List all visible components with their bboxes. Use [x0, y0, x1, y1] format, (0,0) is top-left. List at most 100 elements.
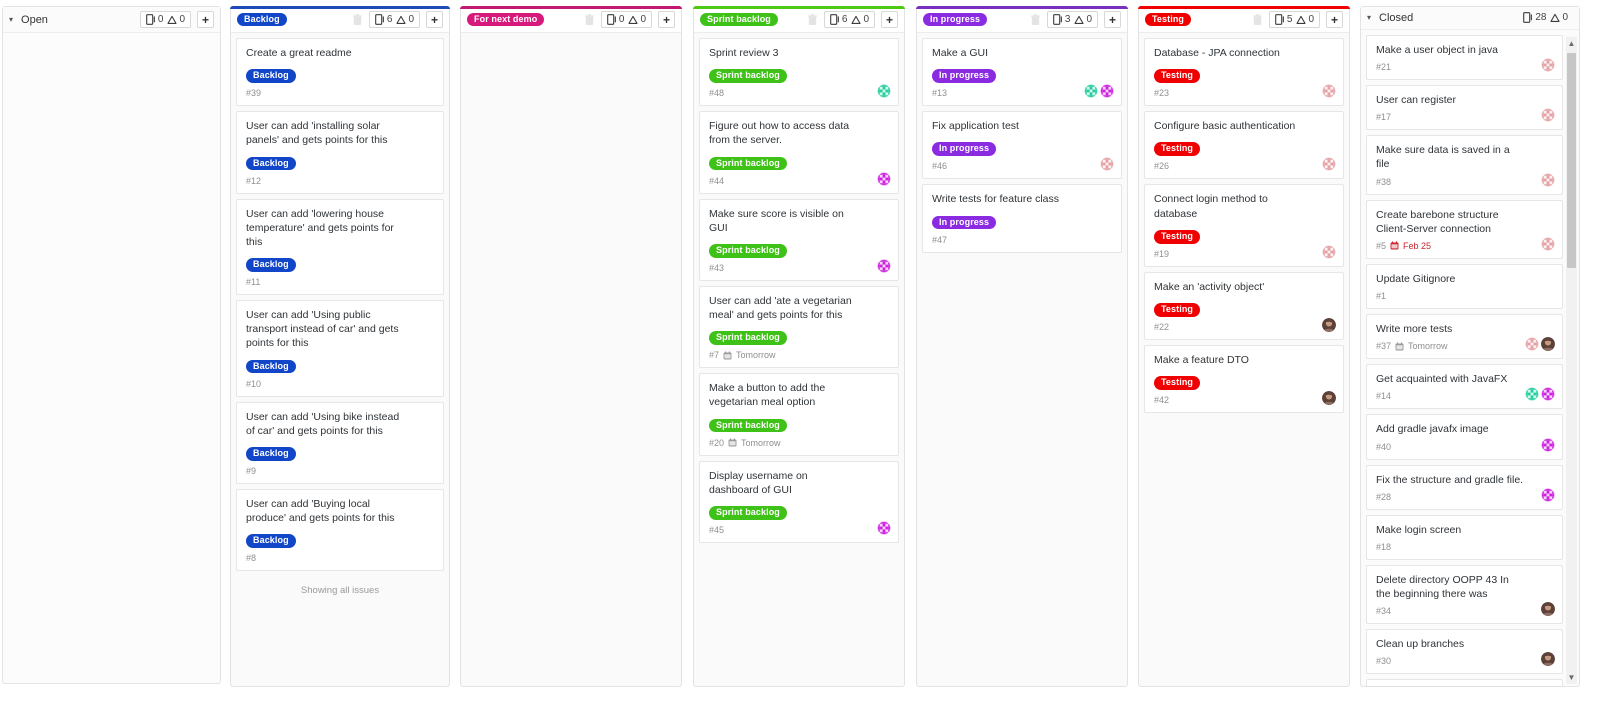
issue-card[interactable]: Connect login method to database Testing #…: [1144, 184, 1344, 267]
card-meta: #42: [1154, 395, 1335, 405]
card-title: Fix application test: [932, 120, 1019, 133]
issue-card[interactable]: Make a button to add the vegetarian meal…: [699, 373, 899, 456]
card-meta: #8: [246, 553, 435, 563]
issue-card[interactable]: Add gradle javafx image #40: [1366, 414, 1563, 460]
scroll-up-arrow-icon[interactable]: ▲: [1567, 39, 1576, 48]
avatar: [1525, 337, 1539, 352]
alert-count-icon: [167, 15, 177, 24]
issue-card[interactable]: Make sure data is saved in a file #38: [1366, 135, 1563, 195]
alert-count-value: 0: [179, 14, 185, 25]
avatar: [1084, 84, 1098, 99]
card-label-wrap: Testing: [1154, 226, 1335, 244]
card-number: #30: [1376, 656, 1392, 667]
issue-card[interactable]: User can add 'Buying local produce' and …: [236, 488, 444, 572]
card-assignees: [1541, 652, 1555, 667]
issue-card[interactable]: Display username on dashboard of GUI Spri…: [699, 460, 899, 543]
card-title: Sprint review 3: [709, 47, 779, 59]
card-title: User can register: [1376, 94, 1456, 107]
issue-card[interactable]: Get acquainted with JavaFX #14: [1366, 364, 1563, 410]
issue-card[interactable]: Make a user object in java #21: [1366, 34, 1563, 81]
card-label-wrap: Sprint backlog: [709, 502, 890, 520]
issue-card[interactable]: Write more tests #37 Tomorrow: [1366, 314, 1563, 360]
card-number: #8: [246, 553, 257, 564]
card-label-chip: Sprint backlog: [709, 331, 787, 346]
issue-count-icon: [1275, 14, 1284, 25]
issue-card[interactable]: Clean up branches #30: [1366, 629, 1563, 675]
issue-count-icon: [1053, 14, 1062, 25]
issue-card[interactable]: User can add 'Using public transport ins…: [236, 300, 444, 397]
issue-count-value: 6: [841, 14, 848, 25]
card-number: #9: [246, 465, 257, 476]
card-assignees: [1541, 172, 1555, 187]
delete-column-button[interactable]: [807, 13, 818, 26]
issue-card[interactable]: Delete directory OOPP 43 In the beginnin…: [1366, 564, 1563, 625]
alert-count-value: 0: [863, 14, 869, 25]
card-due-date: Feb 25: [1390, 241, 1431, 251]
add-card-button[interactable]: +: [658, 11, 675, 28]
issue-card[interactable]: Create barebone structure Client-Server …: [1366, 199, 1563, 259]
issue-card[interactable]: Create a great readme Backlog #39: [236, 38, 444, 107]
add-card-button[interactable]: +: [881, 11, 898, 28]
column-title: Open: [21, 13, 48, 26]
card-label-chip: Testing: [1154, 69, 1201, 84]
column-accent-bar: [230, 6, 450, 9]
issue-card[interactable]: Update Gitignore #1: [1366, 263, 1563, 310]
issue-card[interactable]: Make a GUI In progress #13: [922, 38, 1122, 107]
chevron-down-icon[interactable]: ▾: [9, 14, 14, 24]
column-scrollbar[interactable]: ▲ ▼: [1566, 37, 1577, 684]
alert-count-value: 0: [408, 14, 414, 25]
issue-card[interactable]: User can add 'lowering house temperature…: [236, 198, 444, 296]
card-number: #1: [1376, 291, 1387, 302]
column-header-closed: ▾ Closed 28 0: [1361, 7, 1579, 30]
alert-count-value: 0: [1308, 14, 1314, 25]
issue-count-value: 6: [386, 14, 393, 25]
delete-column-button[interactable]: [352, 13, 363, 26]
avatar: [1541, 108, 1555, 123]
scroll-down-arrow-icon[interactable]: ▼: [1567, 673, 1576, 682]
issue-card[interactable]: Fix application test In progress #46: [922, 111, 1122, 180]
card-number: #39: [246, 88, 262, 99]
card-assignees: [1541, 602, 1555, 617]
scrollbar-thumb[interactable]: [1567, 53, 1576, 268]
add-card-button[interactable]: +: [197, 11, 214, 28]
issue-card[interactable]: User can add 'installing solar panels' a…: [236, 111, 444, 194]
alert-count-icon: [396, 15, 406, 24]
card-title: User can add 'installing solar panels' a…: [246, 120, 388, 147]
card-number: #40: [1376, 441, 1392, 452]
avatar: [1541, 387, 1555, 402]
card-meta: #43: [709, 263, 890, 273]
issue-card[interactable]: Convert files to PDF#35: [1366, 679, 1563, 686]
trash-icon[interactable]: [352, 13, 363, 26]
issue-card[interactable]: Figure out how to access data from the s…: [699, 111, 899, 194]
delete-column-button[interactable]: [1030, 13, 1041, 26]
card-number: #13: [932, 88, 948, 99]
trash-icon[interactable]: [1252, 13, 1263, 26]
issue-card[interactable]: Make login screen #18: [1366, 514, 1563, 560]
issue-card[interactable]: User can add 'ate a vegetarian meal' and…: [699, 285, 899, 369]
delete-column-button[interactable]: [1252, 13, 1263, 26]
chevron-down-icon[interactable]: ▾: [1367, 12, 1372, 22]
issue-card[interactable]: Make a feature DTO Testing #42: [1144, 344, 1344, 414]
issue-card[interactable]: Make sure score is visible on GUI Sprint …: [699, 198, 899, 281]
issue-card[interactable]: Configure basic authentication Testing #26: [1144, 111, 1344, 180]
issue-card[interactable]: Make an 'activity object' Testing #22: [1144, 271, 1344, 340]
trash-icon[interactable]: [1030, 13, 1041, 26]
column-header-nextdemo: For next demo 0 0 +: [461, 7, 681, 33]
issue-card[interactable]: Sprint review 3 Sprint backlog #48: [699, 38, 899, 107]
card-meta: #19: [1154, 249, 1335, 259]
add-card-button[interactable]: +: [1326, 11, 1343, 28]
issue-card[interactable]: User can add 'Using bike instead of car'…: [236, 401, 444, 484]
add-card-button[interactable]: +: [1104, 11, 1121, 28]
card-assignees: [1322, 244, 1336, 259]
add-card-button[interactable]: +: [426, 11, 443, 28]
trash-icon[interactable]: [584, 13, 595, 26]
issue-card[interactable]: Write tests for feature class In progress…: [922, 184, 1122, 253]
issue-card[interactable]: Database - JPA connection Testing #23: [1144, 38, 1344, 107]
column-header-open: ▾ Open 0 0 +: [3, 7, 220, 33]
issue-card[interactable]: User can register #17: [1366, 85, 1563, 131]
issue-card[interactable]: Fix the structure and gradle file. #28: [1366, 464, 1563, 510]
trash-icon[interactable]: [807, 13, 818, 26]
card-label-wrap: Backlog: [246, 65, 435, 84]
delete-column-button[interactable]: [584, 13, 595, 26]
board-column-testing: Testing 5 0 + Database - JPA connection Testi…: [1138, 6, 1350, 687]
